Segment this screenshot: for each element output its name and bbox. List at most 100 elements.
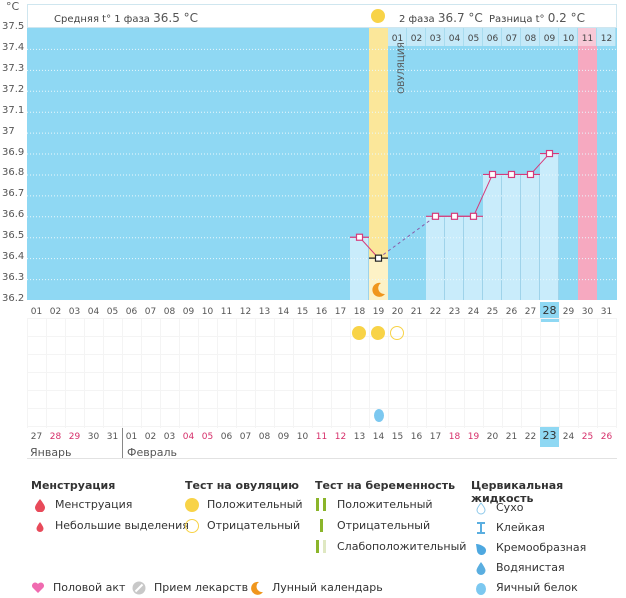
x-tick-label[interactable]: 24 xyxy=(467,307,480,317)
x-tick-label[interactable]: 06 xyxy=(125,307,138,317)
x-tick-label[interactable]: 29 xyxy=(562,307,575,317)
two-lines-icon xyxy=(315,498,329,512)
calendar-date[interactable]: 20 xyxy=(486,432,499,442)
cycle-day-header-label: 08 xyxy=(525,34,537,44)
temperature-point xyxy=(488,170,497,179)
x-tick-label[interactable]: 13 xyxy=(258,307,271,317)
x-tick-label[interactable]: 09 xyxy=(182,307,195,317)
y-tick-label: 36.5 xyxy=(2,230,25,242)
menstruation-forecast-column xyxy=(578,28,597,300)
month-divider xyxy=(122,428,123,458)
cycle-day-header-cell xyxy=(559,28,578,46)
x-tick-label[interactable]: 26 xyxy=(505,307,518,317)
cycle-day-header-cell xyxy=(597,28,616,46)
x-tick-label[interactable]: 03 xyxy=(68,307,81,317)
calendar-date[interactable]: 03 xyxy=(163,432,176,442)
calendar-date[interactable]: 01 xyxy=(125,432,138,442)
x-tick-label[interactable]: 19 xyxy=(372,307,385,317)
sticky-icon xyxy=(474,521,488,535)
x-tick-label[interactable]: 28 xyxy=(540,302,559,322)
cycle-day-header-label: 07 xyxy=(506,34,517,44)
x-tick-label[interactable]: 22 xyxy=(429,307,442,317)
calendar-date[interactable]: 08 xyxy=(258,432,271,442)
calendar-date[interactable]: 27 xyxy=(30,432,43,442)
month-february: Февраль xyxy=(127,446,177,459)
calendar-date[interactable]: 25 xyxy=(581,432,594,442)
calendar-date[interactable]: 11 xyxy=(315,432,328,442)
egg-white-icon xyxy=(474,581,488,595)
x-tick-label[interactable]: 20 xyxy=(391,307,404,317)
x-tick-label[interactable]: 18 xyxy=(353,307,366,317)
temperature-point xyxy=(526,170,535,179)
x-tick-label[interactable]: 25 xyxy=(486,307,499,317)
legend-cervical-eggwhite: Яичный белок xyxy=(474,581,578,595)
legend-ovulation-negative: Отрицательный xyxy=(185,519,300,533)
temperature-point xyxy=(374,254,383,262)
x-tick-label[interactable]: 11 xyxy=(220,307,233,317)
temperature-line xyxy=(473,174,493,217)
calendar-date[interactable]: 15 xyxy=(391,432,404,442)
cycle-day-header-label: 09 xyxy=(544,34,556,44)
legend-lunar-calendar: Лунный календарь xyxy=(250,581,383,595)
cycle-day-header-label: 03 xyxy=(430,34,441,44)
calendar-date[interactable]: 07 xyxy=(239,432,252,442)
small-drop-icon xyxy=(33,519,47,533)
calendar-date[interactable]: 12 xyxy=(334,432,347,442)
x-tick-label[interactable]: 12 xyxy=(239,307,252,317)
temperature-bar xyxy=(521,174,540,300)
y-tick-label: 37.4 xyxy=(2,41,25,53)
calendar-date[interactable]: 17 xyxy=(429,432,442,442)
ovulation-test-negative-icon[interactable] xyxy=(390,326,404,340)
ovulation-test-positive-icon[interactable] xyxy=(371,326,385,340)
egg-white-fluid-icon[interactable] xyxy=(374,409,384,422)
calendar-date[interactable]: 02 xyxy=(144,432,157,442)
x-tick-label[interactable]: 31 xyxy=(600,307,613,317)
calendar-date[interactable]: 18 xyxy=(448,432,461,442)
x-tick-label[interactable]: 07 xyxy=(144,307,157,317)
x-tick-label[interactable]: 04 xyxy=(87,307,100,317)
x-tick-label[interactable]: 05 xyxy=(106,307,119,317)
x-tick-label[interactable]: 01 xyxy=(30,307,43,317)
calendar-date[interactable]: 14 xyxy=(372,432,385,442)
x-tick-label[interactable]: 21 xyxy=(410,307,423,317)
cycle-day-header-cell xyxy=(407,28,426,46)
calendar-date[interactable]: 24 xyxy=(562,432,575,442)
moon-icon xyxy=(250,581,264,595)
calendar-date[interactable]: 29 xyxy=(68,432,81,442)
x-tick-label[interactable]: 14 xyxy=(277,307,290,317)
x-tick-label[interactable]: 27 xyxy=(524,307,537,317)
phase-summary-header: Средняя t° 1 фаза 36.5 °C 2 фаза 36.7 °C… xyxy=(27,4,617,28)
calendar-date[interactable]: 23 xyxy=(540,427,559,447)
heart-icon xyxy=(31,581,45,595)
calendar-date[interactable]: 05 xyxy=(201,432,214,442)
calendar-date[interactable]: 28 xyxy=(49,432,62,442)
legend-intercourse: Половой акт xyxy=(31,581,125,595)
calendar-date[interactable]: 04 xyxy=(182,432,195,442)
calendar-date[interactable]: 19 xyxy=(467,432,480,442)
cycle-day-header-cell xyxy=(388,28,407,46)
ovulation-test-positive-icon[interactable] xyxy=(352,326,366,340)
legend-title-ovulation-test: Тест на овуляцию xyxy=(185,479,299,492)
x-tick-label[interactable]: 17 xyxy=(334,307,347,317)
calendar-date[interactable]: 26 xyxy=(600,432,613,442)
calendar-date[interactable]: 21 xyxy=(505,432,518,442)
cycle-day-header-cell xyxy=(521,28,540,46)
calendar-date[interactable]: 06 xyxy=(220,432,233,442)
x-tick-label[interactable]: 02 xyxy=(49,307,62,317)
x-tick-label[interactable]: 30 xyxy=(581,307,594,317)
calendar-date[interactable]: 09 xyxy=(277,432,290,442)
calendar-date[interactable]: 31 xyxy=(106,432,119,442)
calendar-date[interactable]: 30 xyxy=(87,432,100,442)
x-tick-label[interactable]: 10 xyxy=(201,307,214,317)
y-tick-label: 37.5 xyxy=(2,21,25,32)
calendar-date[interactable]: 16 xyxy=(410,432,423,442)
calendar-date[interactable]: 22 xyxy=(524,432,537,442)
calendar-date[interactable]: 10 xyxy=(296,432,309,442)
calendar-date[interactable]: 13 xyxy=(353,432,366,442)
x-tick-label[interactable]: 15 xyxy=(296,307,309,317)
x-tick-label[interactable]: 23 xyxy=(448,307,461,317)
divider xyxy=(27,458,617,459)
x-tick-label[interactable]: 08 xyxy=(163,307,176,317)
x-tick-label[interactable]: 16 xyxy=(315,307,328,317)
y-tick-label: 37 xyxy=(2,125,15,137)
